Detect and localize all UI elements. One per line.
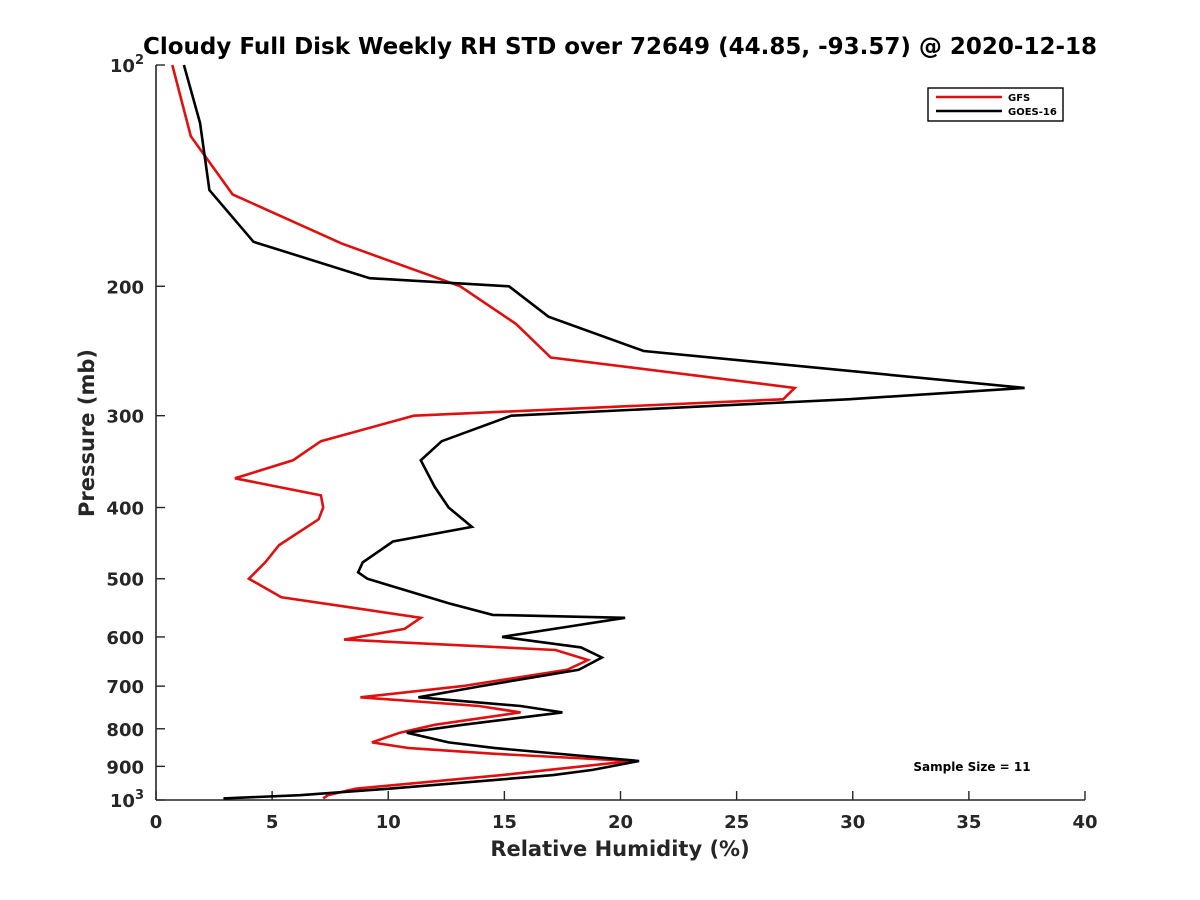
x-tick-label: 15 — [492, 812, 517, 833]
legend: GFS GOES-16 — [927, 87, 1064, 122]
x-tick-label: 5 — [266, 812, 279, 833]
y-axis-label: Pressure (mb) — [75, 349, 99, 517]
y-tick-label: 800 — [106, 720, 144, 741]
legend-label: GOES-16 — [1008, 107, 1057, 118]
x-tick-label: 10 — [376, 812, 401, 833]
y-tick-label: 500 — [106, 570, 144, 591]
legend-box — [927, 87, 1064, 122]
x-tick-label: 0 — [150, 812, 163, 833]
y-tick-label: 900 — [106, 757, 144, 778]
x-tick-label: 40 — [1072, 812, 1097, 833]
x-tick-label: 25 — [724, 812, 749, 833]
legend-label: GFS — [1008, 93, 1030, 104]
chart-title: Cloudy Full Disk Weekly RH STD over 7264… — [143, 34, 1097, 60]
x-tick-label: 20 — [608, 812, 633, 833]
x-axis-label: Relative Humidity (%) — [490, 837, 749, 861]
y-tick-label: 400 — [106, 499, 144, 520]
series-line-gfs — [171, 64, 798, 800]
y-tick-label: 300 — [106, 407, 144, 428]
x-tick-label: 35 — [956, 812, 981, 833]
x-tick-label: 30 — [840, 812, 865, 833]
plot-area: 0 5 10 15 20 25 30 35 40 102 200 300 400 500 600 700 800… — [106, 53, 1097, 833]
y-tick-label: 200 — [106, 277, 144, 298]
y-tick-label: 103 — [110, 788, 144, 812]
series-line-goes-16 — [182, 64, 1025, 800]
y-tick-label: 700 — [106, 677, 144, 698]
sample-size-annotation: Sample Size = 11 — [913, 760, 1030, 774]
y-tick-label: 600 — [106, 628, 144, 649]
y-tick-label: 102 — [110, 53, 144, 77]
